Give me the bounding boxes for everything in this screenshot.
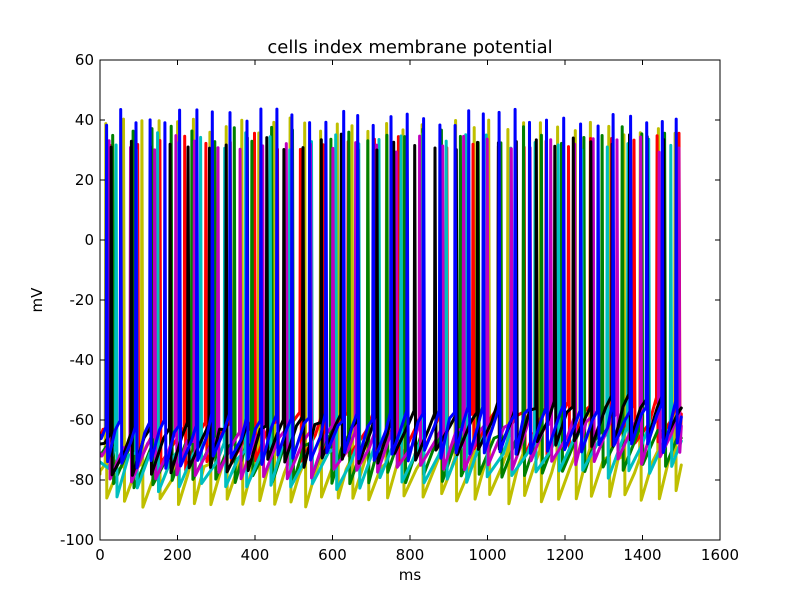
x-axis-title: ms: [399, 566, 422, 584]
y-tick-label: -80: [70, 471, 95, 489]
x-tick-label: 800: [396, 546, 425, 564]
y-tick-label: -100: [60, 531, 94, 549]
y-tick-label: -60: [70, 411, 95, 429]
series-line-6: [100, 107, 683, 470]
x-tick-label: 1200: [546, 546, 584, 564]
series-layer: [100, 107, 683, 509]
y-tick-label: 20: [75, 171, 94, 189]
y-tick-label: 60: [75, 51, 94, 69]
x-tick-label: 1600: [701, 546, 739, 564]
x-tick-label: 200: [163, 546, 192, 564]
x-tick-label: 1000: [468, 546, 506, 564]
series-line-5: [100, 132, 683, 477]
y-tick-label: -20: [70, 291, 95, 309]
chart-title: cells index membrane potential: [267, 37, 552, 58]
x-tick-label: 400: [241, 546, 270, 564]
x-tick-label: 1400: [623, 546, 661, 564]
x-tick-label: 0: [95, 546, 105, 564]
x-tick-label: 600: [318, 546, 347, 564]
y-tick-label: 40: [75, 111, 94, 129]
series-line-4: [100, 134, 683, 484]
y-tick-label: 0: [84, 231, 94, 249]
y-axis-title: mV: [28, 287, 46, 313]
y-tick-label: -40: [70, 351, 95, 369]
tick-layer: 0 200 400 600 800 1000 1200 1400 1600-100-80-60-…: [60, 51, 739, 564]
